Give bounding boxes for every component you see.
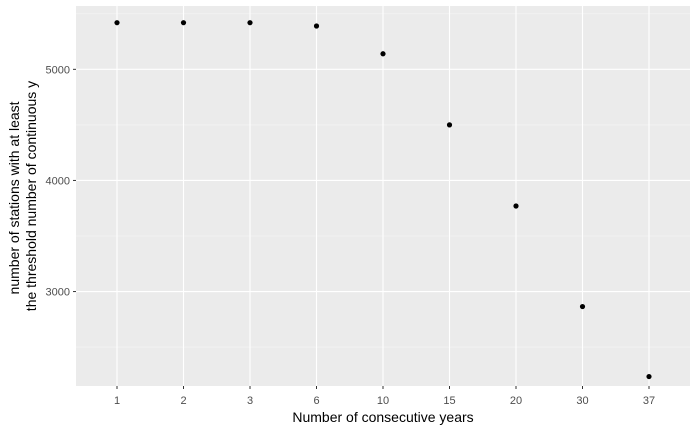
- y-axis-title-line-1: number of stations with at least: [6, 101, 22, 294]
- data-point: [579, 303, 586, 310]
- x-tick-label: 10: [377, 395, 389, 407]
- x-tick-label: 15: [443, 395, 455, 407]
- x-tick-label: 3: [247, 395, 253, 407]
- major-gridlines: [76, 6, 690, 386]
- data-points: [114, 20, 652, 380]
- y-axis-ticks: 3000 4000 5000: [46, 64, 76, 299]
- data-point: [247, 20, 253, 26]
- data-point: [646, 373, 652, 380]
- x-tick-label: 1: [114, 395, 120, 407]
- y-axis-title: number of stations with at least the thr…: [6, 81, 39, 311]
- data-point: [380, 51, 386, 57]
- x-tick-label: 2: [180, 395, 186, 407]
- x-tick-label: 37: [643, 395, 655, 407]
- data-point: [446, 122, 453, 128]
- x-tick-label: 20: [510, 395, 522, 407]
- x-axis-title: Number of consecutive years: [292, 409, 473, 425]
- x-tick-label: 30: [576, 395, 588, 407]
- data-point: [513, 203, 519, 209]
- y-tick-label: 3000: [46, 287, 70, 299]
- y-tick-label: 4000: [46, 175, 70, 187]
- data-point: [313, 23, 320, 29]
- y-axis-title-line-2: the threshold number of continuous y: [23, 81, 39, 311]
- x-tick-label: 6: [313, 395, 319, 407]
- y-tick-label: 5000: [46, 64, 70, 76]
- x-axis-ticks: 1 2 3 6 10 15 20 30 37: [114, 386, 655, 407]
- data-point: [114, 20, 120, 26]
- data-point: [180, 20, 187, 26]
